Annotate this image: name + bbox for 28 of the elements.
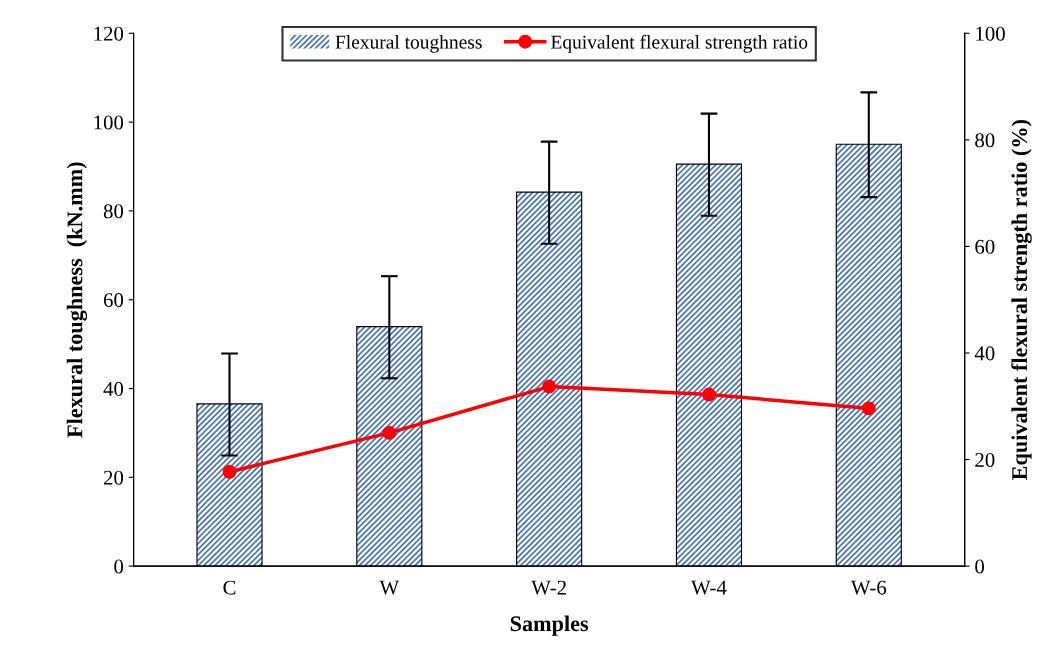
point <box>542 379 557 394</box>
y2-tick-label: 80 <box>975 133 995 148</box>
x-tick-label: W-4 <box>691 580 727 595</box>
y-tick-label: 20 <box>103 470 124 485</box>
y-axis-title: Flexural toughness (kN.mm) <box>66 162 88 438</box>
x-tick-label: C <box>223 580 236 595</box>
x-tick-label: W <box>379 580 400 595</box>
y-tick-label: 120 <box>94 26 124 41</box>
point <box>861 401 876 416</box>
y-tick-label: 100 <box>94 115 124 130</box>
point <box>222 464 237 479</box>
point <box>702 387 716 402</box>
y-tick-label: 40 <box>103 381 124 396</box>
y2-tick-label: 40 <box>974 346 995 361</box>
y2-tick-label: 0 <box>975 559 985 574</box>
x-tick-label: W-2 <box>531 580 566 595</box>
x-tick-label: W-6 <box>850 580 887 595</box>
legend-label: Flexural toughness <box>335 35 482 53</box>
y2-tick-label: 20 <box>975 452 995 467</box>
x-axis-title: Samples <box>510 615 589 636</box>
y2-tick-label: 60 <box>975 239 995 254</box>
y2-axis-title: Equivalent flexural strength ratio (%) <box>1011 120 1032 480</box>
y-tick-label: 0 <box>114 559 124 574</box>
point <box>382 425 397 440</box>
y2-tick-label: 100 <box>976 26 1005 41</box>
y-tick-label: 60 <box>103 293 124 308</box>
y-tick-label: 80 <box>103 204 124 219</box>
legend-label: Equivalent flexural strength ratio <box>551 34 808 53</box>
